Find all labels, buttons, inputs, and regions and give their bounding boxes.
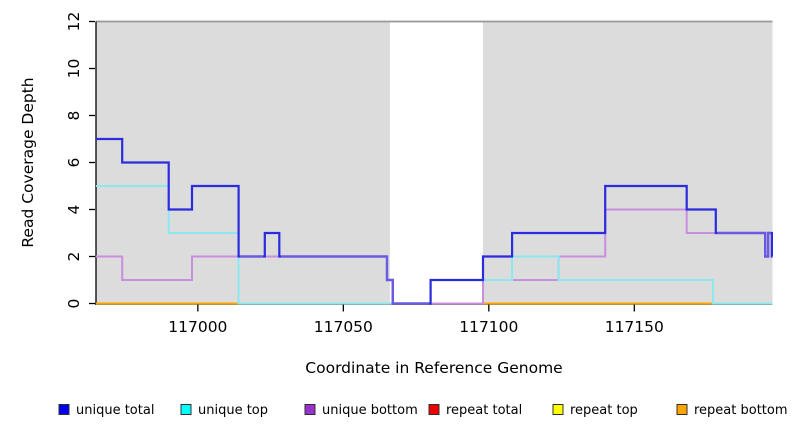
y-tick-label: 12 (65, 12, 83, 32)
legend-item-repeat-top: repeat top (552, 403, 638, 418)
legend: unique total unique top unique bottom repea… (58, 403, 788, 418)
y-tick-label: 4 (65, 205, 83, 215)
legend-item-repeat-total: repeat total (428, 403, 522, 418)
uncovered-region-band (389, 22, 483, 304)
x-tick-label: 117000 (168, 318, 227, 336)
legend-item-repeat-bottom: repeat bottom (676, 403, 788, 418)
legend-label: repeat total (446, 403, 522, 418)
legend-swatch (58, 404, 70, 415)
legend-swatch (552, 404, 564, 415)
y-tick-label: 2 (65, 252, 83, 262)
y-tick-label: 10 (65, 59, 83, 79)
legend-swatch (180, 404, 192, 415)
legend-label: unique top (198, 403, 268, 418)
legend-label: unique bottom (322, 403, 418, 418)
legend-label: repeat top (570, 403, 638, 418)
legend-swatch (676, 404, 688, 415)
legend-item-unique-total: unique total (58, 403, 154, 418)
plot-area: 117000 117050 117100 117150 0 2 4 6 8 10 12 (65, 12, 773, 336)
x-axis-title: Coordinate in Reference Genome (305, 359, 562, 377)
x-tick-label: 117150 (605, 318, 664, 336)
y-tick-label: 0 (65, 299, 83, 309)
legend-label: unique total (76, 403, 154, 418)
legend-swatch (428, 404, 440, 415)
x-tick-label: 117050 (314, 318, 373, 336)
legend-item-unique-bottom: unique bottom (304, 403, 418, 418)
legend-swatch (304, 404, 316, 415)
y-axis-title: Read Coverage Depth (19, 77, 37, 247)
x-tick-label: 117100 (459, 318, 518, 336)
y-tick-label: 6 (65, 158, 83, 168)
y-tick-label: 8 (65, 111, 83, 121)
legend-label: repeat bottom (694, 403, 788, 418)
legend-item-unique-top: unique top (180, 403, 268, 418)
